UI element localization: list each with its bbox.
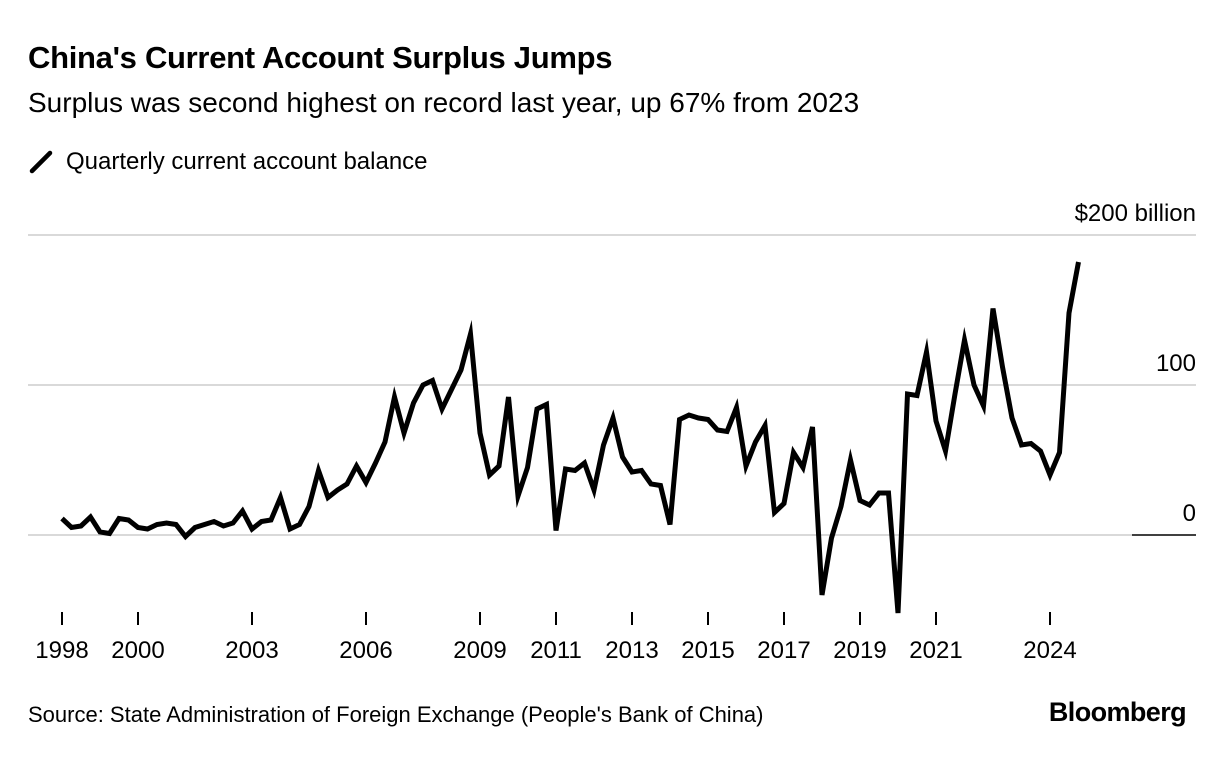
chart-title: China's Current Account Surplus Jumps (28, 40, 613, 75)
x-tick-label: 2015 (681, 637, 734, 664)
x-tick-label: 2000 (111, 637, 164, 664)
legend: Quarterly current account balance (28, 146, 428, 178)
x-tick-label: 2017 (757, 637, 810, 664)
source-note: Source: State Administration of Foreign … (28, 702, 764, 727)
chart-subtitle: Surplus was second highest on record las… (28, 87, 860, 118)
series-lines (60, 261, 1081, 614)
y-tick-label: 0 (1183, 500, 1196, 527)
x-tick-label: 2006 (339, 637, 392, 664)
x-tick-label: 2021 (909, 637, 962, 664)
y-axis-labels: $200 billion 100 0 (1075, 200, 1196, 527)
bloomberg-logo: Bloomberg (1048, 697, 1187, 727)
y-tick-label: $200 billion (1075, 200, 1196, 227)
x-tick-label: 2013 (605, 637, 658, 664)
x-tick-label: 2019 (833, 637, 886, 664)
x-tick-label: 2009 (453, 637, 506, 664)
x-axis: 1998 2000 2003 2006 2009 2011 2013 2015 2017 2019… (35, 612, 1077, 664)
x-tick-label: 2024 (1023, 637, 1076, 664)
legend-label: Quarterly current account balance (66, 148, 428, 175)
x-tick-label: 2011 (530, 637, 582, 664)
x-tick-label: 2003 (225, 637, 278, 664)
series-line-0 (60, 261, 1081, 614)
x-tick-label: 1998 (35, 637, 88, 664)
diagonal-line-icon (29, 150, 53, 174)
y-tick-label: 100 (1156, 350, 1196, 377)
gridlines (28, 234, 1196, 536)
